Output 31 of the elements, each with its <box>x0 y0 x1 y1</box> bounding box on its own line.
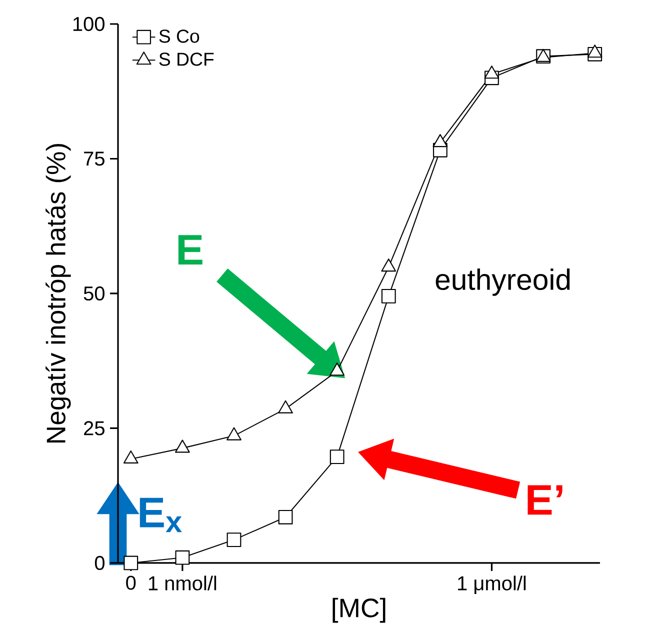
y-tick-label: 0 <box>94 556 104 570</box>
point <box>432 134 448 148</box>
y-tick-label: 100 <box>73 16 104 32</box>
annotation: E$_{x}$ <box>140 498 182 532</box>
x-tick-label: 0 <box>126 576 136 590</box>
y-axis-title: Negatív inotróp hatás (%) <box>46 144 71 442</box>
legend-label: S Co <box>159 30 200 43</box>
y-tick-label: 50 <box>84 286 104 301</box>
point <box>174 440 190 453</box>
annotation: euthyreoid <box>436 268 570 296</box>
point <box>278 510 293 524</box>
point <box>330 362 345 376</box>
point <box>123 450 138 464</box>
point <box>381 258 396 272</box>
point <box>278 400 293 414</box>
annotation: E <box>178 235 202 265</box>
annotation: E’ <box>528 485 562 515</box>
x-tick-label: 1 nmol/l <box>148 576 216 590</box>
y-tick-label: 25 <box>84 421 104 436</box>
point <box>381 288 396 304</box>
point <box>226 427 242 440</box>
point <box>175 550 190 565</box>
point <box>484 66 500 79</box>
x-tick-label: 1 μmol/l <box>458 576 526 594</box>
point <box>124 556 138 570</box>
legend-label: S DCF <box>159 52 214 66</box>
point <box>226 532 242 548</box>
y-tick-label: 75 <box>84 152 104 166</box>
x-axis-title: [MC] <box>332 598 386 623</box>
point <box>330 450 344 464</box>
point <box>587 44 602 58</box>
